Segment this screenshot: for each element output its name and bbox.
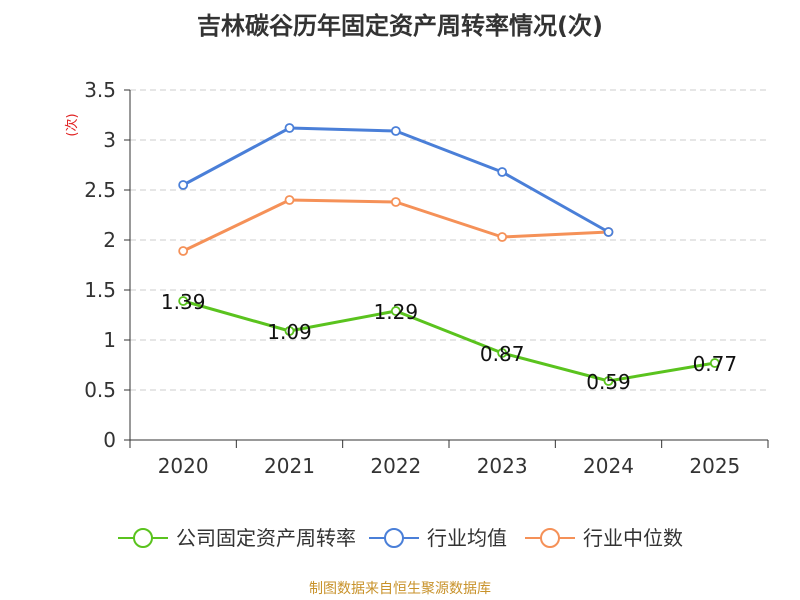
x-tick-label: 2020 <box>158 454 209 478</box>
data-point <box>497 167 508 177</box>
y-tick-label: 0.5 <box>84 378 116 402</box>
x-tick-label: 2024 <box>583 454 634 478</box>
y-tick-label: 2.5 <box>84 178 116 202</box>
y-tick-label: 0 <box>103 428 116 452</box>
data-point <box>390 197 401 207</box>
legend-label: 公司固定资产周转率 <box>176 526 356 550</box>
data-point <box>497 232 508 242</box>
data-point <box>178 246 189 256</box>
x-tick-label: 2022 <box>370 454 421 478</box>
series-line <box>182 198 609 253</box>
legend-label: 行业中位数 <box>583 526 683 550</box>
legend-label: 行业均值 <box>427 526 507 550</box>
y-axis-label: (次) <box>64 113 80 136</box>
data-point <box>178 180 189 190</box>
data-point <box>284 195 295 205</box>
x-tick-label: 2023 <box>477 454 528 478</box>
series <box>178 123 720 386</box>
chart-title: 吉林碳谷历年固定资产周转率情况(次) <box>197 12 603 40</box>
data-point <box>497 348 508 358</box>
y-tick-label: 1.5 <box>84 278 116 302</box>
data-point <box>178 296 189 306</box>
y-tick-label: 2 <box>103 228 116 252</box>
x-tick-label: 2025 <box>689 454 740 478</box>
series-line <box>182 126 610 234</box>
data-point <box>284 326 295 336</box>
y-tick-label: 3 <box>103 128 116 152</box>
line-chart: 0 0.5 1 1.5 2 2.5 3 3.5 2020 2021 2022 2023 2024 2025… <box>64 78 769 550</box>
data-label: 1.09 <box>267 320 312 344</box>
data-point <box>284 123 295 133</box>
legend: 公司固定资产周转率 行业均值 行业中位数 <box>118 526 683 550</box>
y-tick-label: 3.5 <box>84 78 116 102</box>
data-point <box>390 306 401 316</box>
data-label: 0.59 <box>586 370 631 394</box>
axes: 0 0.5 1 1.5 2 2.5 3 3.5 2020 2021 2022 2023 2024 2025… <box>64 78 769 478</box>
data-labels: 1.39 1.09 1.29 0.87 0.59 0.77 <box>161 290 737 394</box>
data-label: 0.77 <box>693 352 738 376</box>
source-note: 制图数据来自恒生聚源数据库 <box>309 581 491 597</box>
y-tick-label: 1 <box>103 328 116 352</box>
data-label: 1.29 <box>374 300 419 324</box>
data-point <box>603 227 614 237</box>
gridlines <box>130 89 768 391</box>
data-point <box>709 358 720 368</box>
series-line <box>182 299 716 383</box>
legend-marker <box>384 528 404 548</box>
data-label: 1.39 <box>161 290 206 314</box>
legend-marker <box>133 528 153 548</box>
data-point <box>603 376 614 386</box>
data-point <box>390 126 401 136</box>
x-tick-label: 2021 <box>264 454 315 478</box>
legend-marker <box>540 528 560 548</box>
data-label: 0.87 <box>480 342 525 366</box>
